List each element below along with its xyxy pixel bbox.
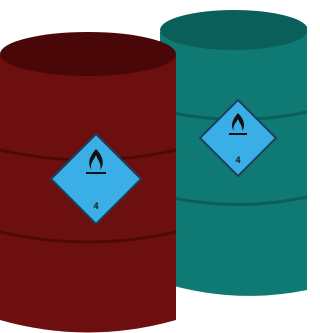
- flame-base: [229, 133, 247, 135]
- flame-base: [86, 172, 106, 174]
- hazard-class: 4: [235, 155, 240, 165]
- hazard-class: 4: [93, 201, 98, 211]
- red-barrel: 4: [0, 32, 176, 333]
- barrel-top: [0, 32, 176, 76]
- barrel-top: [160, 10, 307, 50]
- barrels-illustration: 4 4: [0, 0, 307, 333]
- teal-barrel: 4: [160, 10, 307, 296]
